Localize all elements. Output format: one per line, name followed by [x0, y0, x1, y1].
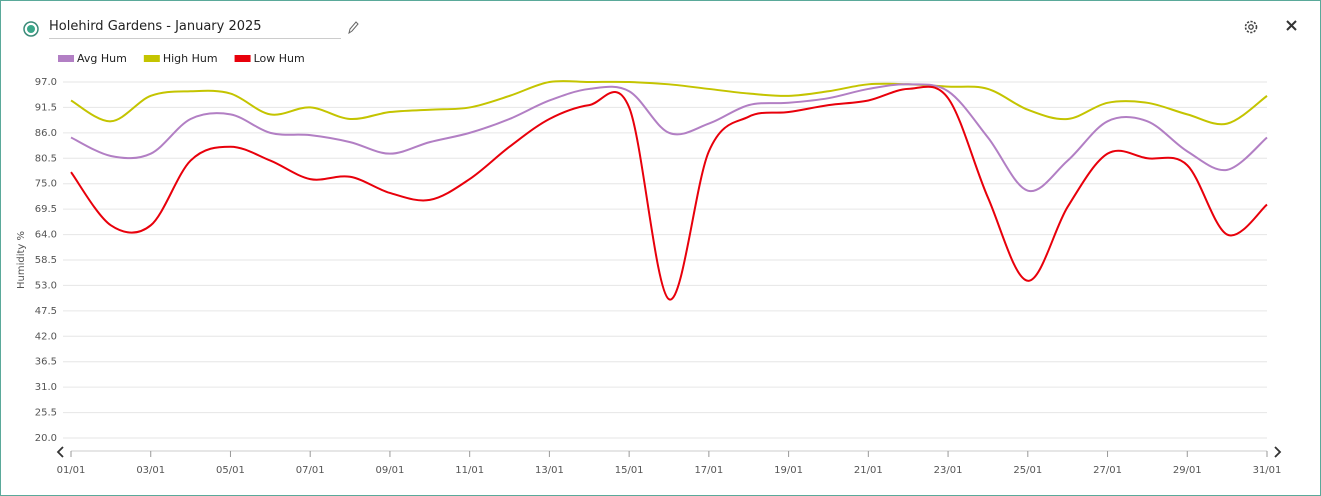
x-tick-label: 03/01 — [136, 465, 165, 476]
y-tick-label: 75.0 — [35, 179, 57, 190]
status-icon[interactable] — [21, 19, 41, 39]
x-tick-label: 07/01 — [296, 465, 325, 476]
legend-label: High Hum — [163, 52, 218, 65]
x-tick-label: 19/01 — [774, 465, 803, 476]
y-tick-label: 20.0 — [35, 433, 57, 444]
legend-swatch — [143, 55, 160, 62]
widget-title: Holehird Gardens - January 2025 — [49, 19, 341, 39]
x-tick-label: 27/01 — [1093, 465, 1122, 476]
x-tick-label: 29/01 — [1173, 465, 1202, 476]
x-tick-label: 23/01 — [934, 465, 963, 476]
x-tick-label: 25/01 — [1013, 465, 1042, 476]
y-tick-label: 64.0 — [35, 230, 57, 241]
x-tick-label: 13/01 — [535, 465, 564, 476]
x-tick-label: 11/01 — [455, 465, 484, 476]
legend-label: Low Hum — [254, 52, 305, 65]
y-tick-label: 91.5 — [35, 102, 57, 113]
y-axis-label: Humidity % — [16, 231, 27, 289]
legend-swatch — [234, 55, 251, 62]
y-tick-label: 53.0 — [35, 280, 57, 291]
close-icon[interactable] — [1284, 18, 1300, 34]
x-tick-label: 21/01 — [854, 465, 883, 476]
x-tick-label: 09/01 — [376, 465, 405, 476]
line-series — [70, 83, 1268, 192]
line-series — [70, 79, 1268, 126]
x-tick-label: 31/01 — [1253, 465, 1282, 476]
y-tick-label: 47.5 — [35, 306, 57, 317]
y-tick-label: 58.5 — [35, 255, 57, 266]
edit-icon[interactable] — [346, 20, 360, 36]
y-tick-label: 25.5 — [35, 408, 57, 419]
x-tick-label: 17/01 — [694, 465, 723, 476]
y-tick-label: 69.5 — [35, 204, 57, 215]
x-tick-label: 15/01 — [615, 465, 644, 476]
prev-arrow[interactable] — [56, 446, 64, 458]
y-tick-label: 97.0 — [35, 77, 57, 88]
y-tick-label: 80.5 — [35, 153, 57, 164]
y-tick-label: 86.0 — [35, 128, 57, 139]
y-tick-label: 36.5 — [35, 357, 57, 368]
line-series — [70, 85, 1268, 301]
settings-icon[interactable] — [1241, 17, 1261, 37]
x-tick-label: 05/01 — [216, 465, 245, 476]
x-tick-label: 01/01 — [57, 465, 86, 476]
y-tick-label: 42.0 — [35, 331, 57, 342]
legend-swatch — [58, 55, 74, 62]
y-tick-label: 31.0 — [35, 382, 57, 393]
next-arrow[interactable] — [1274, 446, 1282, 458]
legend-label: Avg Hum — [77, 52, 127, 65]
